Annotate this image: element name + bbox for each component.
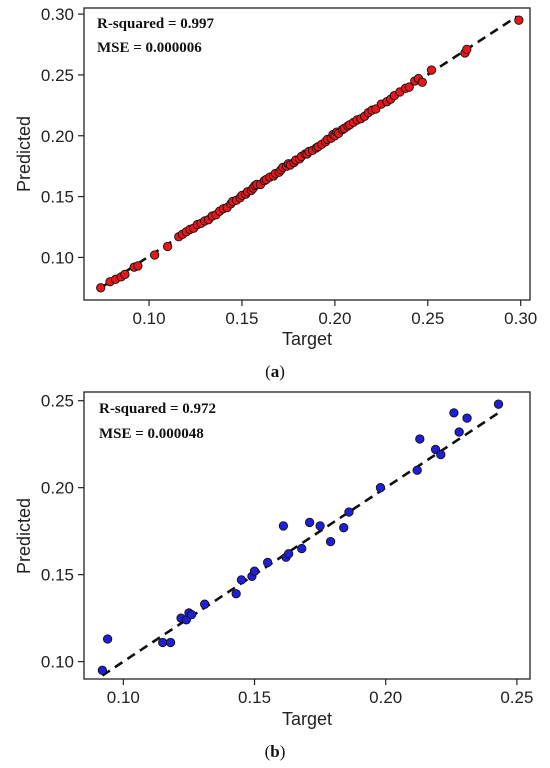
data-point (158, 637, 168, 648)
data-point (165, 637, 176, 648)
annotation-mse-b: MSE = 0.000048 (99, 426, 204, 442)
data-point (186, 609, 197, 620)
data-point (339, 523, 349, 533)
y-tick-label: 0.15 (41, 188, 74, 207)
data-point (436, 449, 446, 460)
y-axis-title-b: Predicted (14, 498, 34, 574)
data-point (325, 536, 336, 547)
x-tick-label: 0.30 (504, 309, 537, 328)
data-point (133, 261, 143, 271)
x-tick-label: 0.10 (132, 309, 165, 328)
data-point (462, 44, 472, 55)
x-ticks-a: 0.10 0.15 0.20 0.25 0.30 (132, 300, 537, 328)
caption-b: (b) (265, 742, 286, 761)
x-tick-label: 0.15 (225, 309, 258, 328)
data-point (120, 269, 130, 280)
y-axis-title-a: Predicted (14, 116, 34, 192)
x-tick-label: 0.20 (318, 309, 351, 328)
annotation-r2-a: R-squared = 0.997 (97, 16, 215, 32)
data-point (449, 408, 459, 418)
data-point (236, 575, 247, 585)
data-point (315, 521, 325, 531)
fit-line-b (101, 411, 500, 677)
data-point (375, 483, 386, 493)
data-point (344, 507, 354, 517)
data-point (200, 599, 210, 609)
data-point (454, 427, 464, 437)
x-tick-label: 0.15 (238, 688, 271, 707)
y-ticks-b: 0.10 0.15 0.20 0.25 (41, 392, 84, 672)
data-point (412, 465, 422, 475)
data-point (231, 589, 241, 599)
y-tick-label: 0.15 (41, 566, 74, 585)
x-axis-title-b: Target (282, 709, 332, 729)
data-point (162, 241, 173, 252)
x-tick-label: 0.25 (500, 688, 533, 707)
annotation-r2-b: R-squared = 0.972 (99, 401, 216, 417)
data-point (278, 521, 289, 531)
y-tick-label: 0.25 (41, 392, 74, 411)
points-a (96, 15, 524, 293)
data-point (304, 517, 315, 528)
data-point (462, 413, 472, 423)
data-point (297, 543, 307, 554)
annotation-mse-a: MSE = 0.000006 (97, 40, 202, 56)
data-point (97, 665, 108, 675)
data-point (514, 15, 524, 25)
data-point (262, 557, 273, 568)
y-tick-label: 0.10 (41, 248, 74, 267)
data-point (102, 634, 113, 644)
y-tick-label: 0.20 (41, 127, 74, 146)
data-point (426, 65, 437, 75)
y-tick-label: 0.30 (41, 5, 74, 24)
data-point (149, 250, 160, 260)
data-point (96, 283, 106, 293)
data-point (404, 82, 414, 92)
data-point (415, 434, 425, 444)
x-tick-label: 0.20 (369, 688, 402, 707)
data-point (283, 549, 294, 559)
y-ticks-a: 0.10 0.15 0.20 0.25 0.30 (41, 5, 84, 267)
data-point (493, 399, 504, 409)
panel-b: 0.10 0.15 0.20 0.25 0.10 0.15 0.20 0.25 R-squa… (14, 391, 533, 761)
points-b (97, 399, 504, 675)
data-point (417, 77, 427, 87)
panel-a: 0.10 0.15 0.20 0.25 0.30 0.10 0.15 0.20 0.25 0.3… (14, 5, 537, 381)
y-tick-label: 0.20 (41, 479, 74, 498)
x-ticks-b: 0.10 0.15 0.20 0.25 (107, 679, 533, 707)
x-axis-title-a: Target (282, 329, 332, 349)
x-tick-label: 0.25 (411, 309, 444, 328)
x-tick-label: 0.10 (107, 688, 140, 707)
caption-a: (a) (265, 362, 285, 381)
y-tick-label: 0.10 (41, 653, 74, 672)
data-point (249, 566, 260, 576)
y-tick-label: 0.25 (41, 66, 74, 85)
